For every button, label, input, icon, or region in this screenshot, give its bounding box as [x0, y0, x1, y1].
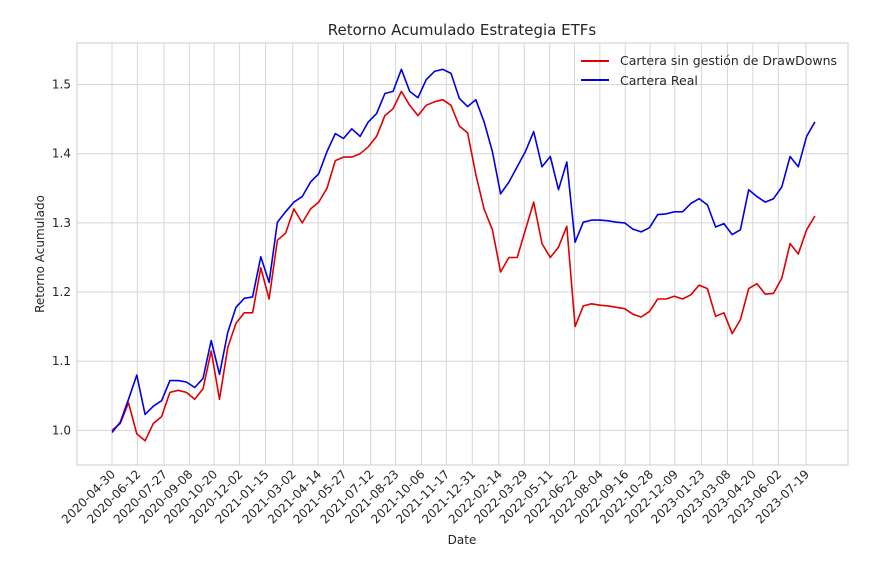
y-tick-label: 1.1: [52, 354, 71, 368]
series-line-real: [111, 68, 816, 433]
legend-label-drawdown: Cartera sin gestión de DrawDowns: [620, 53, 837, 68]
legend-label-real: Cartera Real: [620, 73, 698, 88]
plot-area-frame: [76, 42, 849, 466]
x-axis-label: Date: [448, 533, 477, 547]
grid: [77, 43, 848, 465]
y-tick-label: 1.2: [52, 285, 71, 299]
y-tick-label: 1.0: [52, 423, 71, 437]
y-tick-label: 1.5: [52, 78, 71, 92]
series-line-drawdown: [111, 90, 816, 442]
y-axis-ticks: 1.0 1.1 1.2 1.3 1.4 1.5: [52, 78, 71, 438]
legend: Cartera sin gestión de DrawDowns Cartera…: [581, 53, 837, 88]
y-tick-label: 1.4: [52, 147, 71, 161]
y-axis-label: Retorno Acumulado: [33, 195, 47, 313]
x-axis-ticks: 2020-04-302020-06-122020-07-272020-09-08…: [59, 467, 812, 526]
series-lines: [111, 68, 816, 442]
chart-title: Retorno Acumulado Estrategia ETFs: [328, 21, 597, 39]
y-tick-label: 1.3: [52, 216, 71, 230]
